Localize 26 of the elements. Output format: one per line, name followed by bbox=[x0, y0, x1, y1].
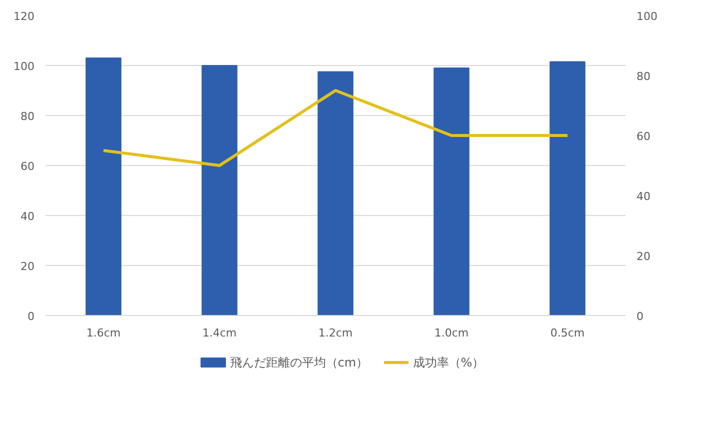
legend-label: 飛んだ距離の平均（cm） bbox=[230, 356, 368, 370]
y2-tick-label: 80 bbox=[636, 70, 650, 83]
y-tick-label: 40 bbox=[20, 210, 35, 223]
bar bbox=[434, 68, 470, 316]
x-tick-label: 1.0cm bbox=[434, 326, 469, 340]
line-series bbox=[102, 89, 569, 167]
x-tick-label: 0.5cm bbox=[550, 326, 585, 340]
bar bbox=[550, 61, 586, 316]
bar bbox=[86, 58, 122, 316]
y2-tick-label: 0 bbox=[636, 310, 644, 323]
legend-label: 成功率（%） bbox=[412, 356, 484, 370]
y2-tick-label: 60 bbox=[636, 130, 650, 143]
y2-tick-label: 40 bbox=[636, 190, 650, 203]
y-tick-label: 80 bbox=[20, 110, 35, 123]
bar bbox=[318, 71, 354, 316]
y2-tick-label: 100 bbox=[636, 10, 658, 23]
y-tick-label: 100 bbox=[14, 60, 35, 73]
y-tick-label: 60 bbox=[20, 160, 35, 173]
y-tick-label: 0 bbox=[28, 310, 34, 323]
x-tick-label: 1.6cm bbox=[86, 326, 121, 340]
y2-tick-label: 20 bbox=[636, 250, 650, 263]
y-tick-label: 120 bbox=[14, 10, 35, 23]
bar bbox=[202, 65, 238, 316]
x-tick-label: 1.2cm bbox=[318, 326, 353, 340]
x-tick-label: 1.4cm bbox=[202, 326, 237, 340]
y-tick-label: 20 bbox=[20, 260, 35, 273]
